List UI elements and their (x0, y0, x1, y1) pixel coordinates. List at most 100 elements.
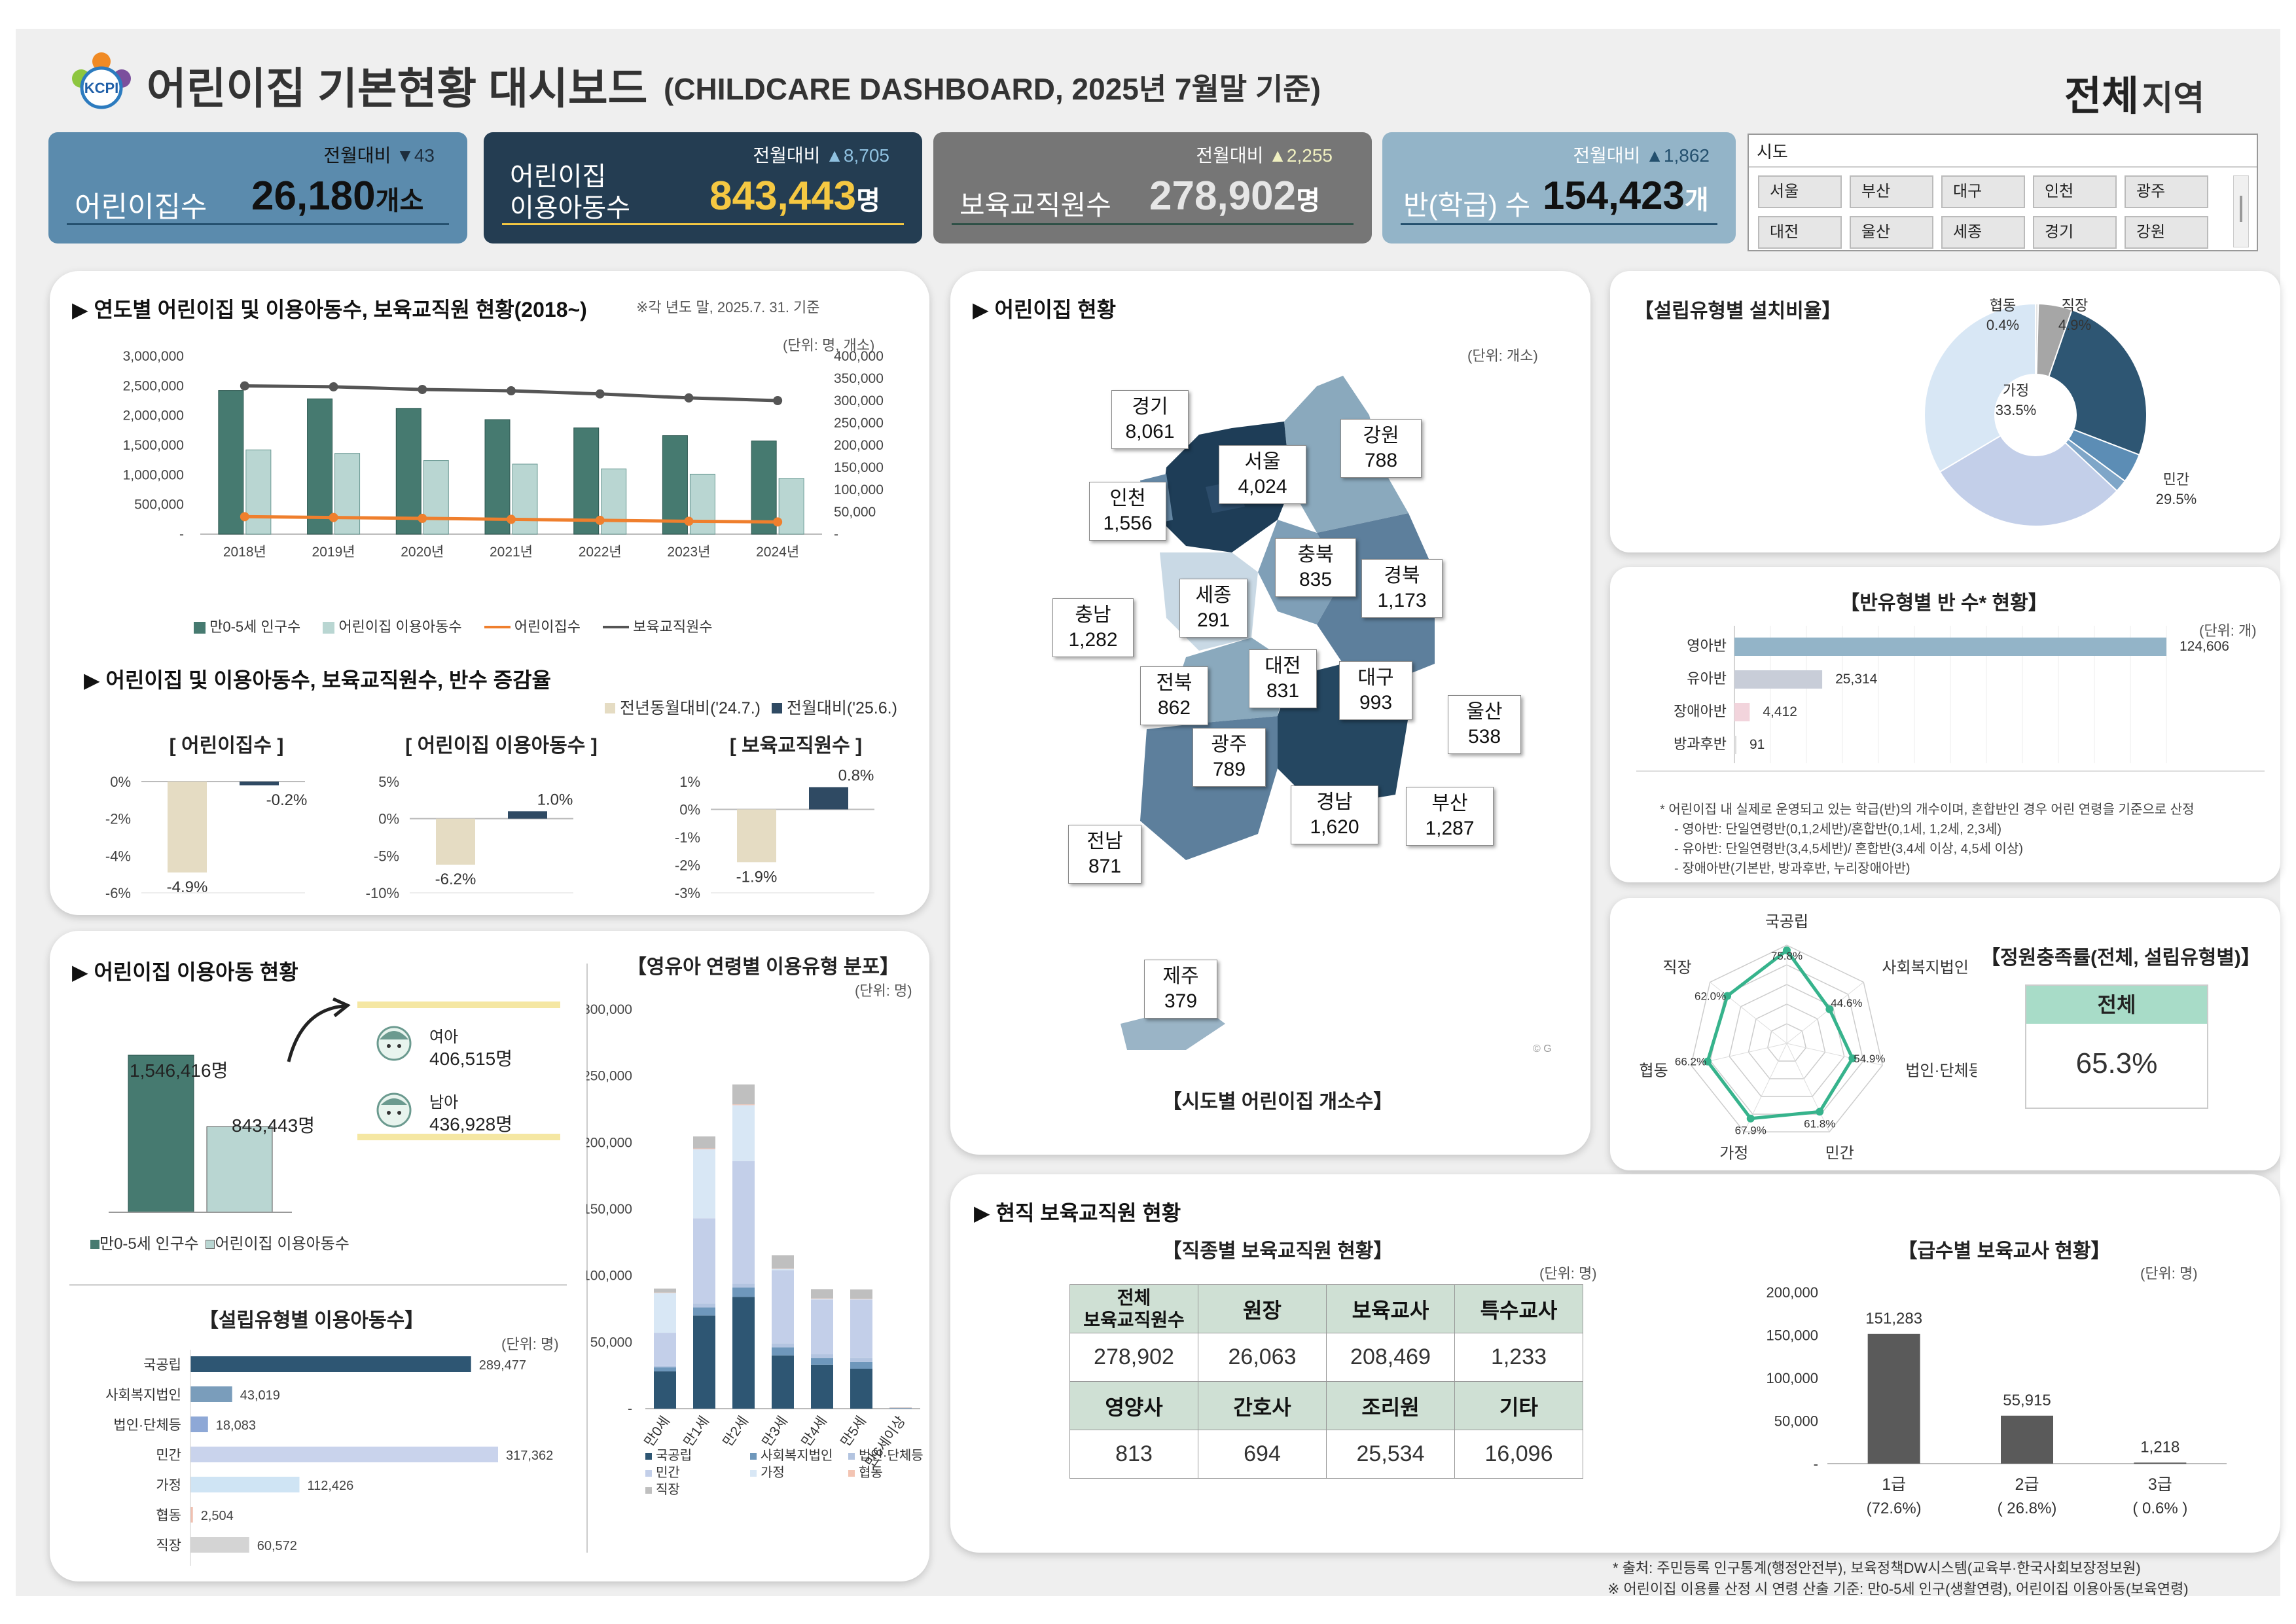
map-label-incheon: 인천 1,556 (1089, 482, 1166, 541)
map-label-sejong: 세종 291 (1179, 579, 1247, 638)
bar-children (601, 468, 627, 535)
x-tick-label: 만0세 (641, 1414, 673, 1449)
trend-card: ▶ 연도별 어린이집 및 이용아동수, 보육교직원 현황(2018~) ※각 년… (50, 271, 929, 915)
table-cell: 25,534 (1326, 1430, 1455, 1479)
logo: KCPI (65, 47, 137, 119)
stack-segment (732, 1104, 755, 1106)
map-label-jeonnam: 전남 871 (1068, 825, 1141, 884)
point-staff (240, 381, 249, 391)
bar-category-label: 민간 (156, 1448, 181, 1463)
legend-swatch (645, 1487, 652, 1494)
table-header: 영양사 (1069, 1381, 1198, 1430)
stack-segment (772, 1255, 794, 1269)
age-dist-unit: (단위: 명) (855, 983, 912, 999)
filter-option[interactable]: 대전 (1758, 216, 1842, 249)
y-tick-label: 300,000 (586, 1002, 632, 1017)
map-credit: © G (1533, 1043, 1552, 1055)
x-tick-label: 3급 (2148, 1475, 2172, 1494)
stack-segment (693, 1315, 715, 1409)
x-tick-label: 만4세 (798, 1414, 830, 1449)
change-label: -1.9% (736, 868, 778, 886)
trend-note: ※각 년도 말, 2025.7. 31. 기준 (636, 299, 820, 316)
y2-tick-label: 100,000 (834, 482, 884, 497)
pie-label: 국공립 (2196, 348, 2236, 365)
filter-option[interactable]: 서울 (1758, 175, 1842, 208)
radar-value-label: 62.0% (1695, 990, 1726, 1003)
filter-option[interactable]: 울산 (1850, 216, 1933, 249)
stack-segment (850, 1358, 872, 1362)
x-tick-label: 2022년 (579, 545, 622, 560)
filter-option[interactable]: 경기 (2033, 216, 2117, 249)
kpi-value: 278,902 (1149, 173, 1297, 219)
bar-population (128, 1055, 194, 1213)
bar-value-label: 112,426 (307, 1479, 353, 1493)
stack-segment (850, 1289, 872, 1299)
stack-segment (850, 1299, 872, 1300)
bar-value-label: 60,572 (257, 1539, 297, 1553)
bar-value-label: 317,362 (506, 1449, 553, 1463)
table-cell: 16,096 (1454, 1430, 1583, 1479)
legend-swatch (645, 1470, 652, 1477)
filter-option[interactable]: 인천 (2033, 175, 2117, 208)
bar-value-label: 25,314 (1835, 672, 1878, 687)
y-tick-label: 100,000 (586, 1269, 632, 1284)
kpi-label: 보육교직원수 (960, 190, 1111, 221)
bar-children (423, 460, 449, 535)
table-row: 278,902 26,063 208,469 1,233 (1069, 1333, 1583, 1382)
map-label-chungnam: 충남 1,282 (1052, 598, 1134, 657)
bar (2001, 1415, 2053, 1464)
legend-label: 가정 (761, 1465, 785, 1480)
kpi-centers: 전월대비 ▼43 어린이집수 26,180개소 (48, 132, 467, 244)
y-tick-label: 200,000 (586, 1135, 632, 1150)
point-staff (595, 389, 605, 399)
page-subtitle: (CHILDCARE DASHBOARD, 2025년 7월말 기준) (664, 72, 1321, 106)
filter-option[interactable]: 대구 (1941, 175, 2025, 208)
point-staff (507, 386, 516, 396)
staff-table: 전체 보육교직원수 원장 보육교사 특수교사 278,902 26,063 20… (1069, 1284, 1583, 1479)
x-tick-label: 2020년 (401, 545, 444, 560)
filter-option[interactable]: 광주 (2125, 175, 2208, 208)
y-tick-label: 250,000 (586, 1069, 632, 1084)
map-label-jeju: 제주 379 (1144, 960, 1217, 1019)
filter-option[interactable]: 강원 (2125, 216, 2208, 249)
bar-children (206, 1126, 273, 1213)
trend-title: ▶ 연도별 어린이집 및 이용아동수, 보육교직원 현황(2018~) (72, 298, 587, 321)
change-panel-title: [ 어린이집수 ] (169, 735, 284, 757)
radar-total-value: 65.3% (2075, 1047, 2158, 1079)
map-label-jeonbuk: 전북 862 (1140, 666, 1208, 725)
y-tick-label: 1,000,000 (123, 467, 184, 482)
bar-category-label: 장애아반 (1674, 703, 1727, 719)
change-panel-title: [ 보육교직원수 ] (729, 735, 863, 757)
kpi-delta: ▲2,255 (1268, 145, 1333, 166)
filter-option[interactable]: 부산 (1850, 175, 1933, 208)
y-tick-label: -2% (105, 811, 131, 827)
x-tick-label: 만5세 (838, 1414, 869, 1449)
filter-scrollbar[interactable] (2233, 175, 2249, 247)
radar-value-label: 61.8% (1804, 1117, 1835, 1130)
y-tick-label: -10% (366, 885, 399, 901)
kpi-unit: 명 (1296, 187, 1320, 215)
bar (1734, 670, 1823, 689)
legend-swatch (645, 1453, 652, 1460)
radar-point (1723, 992, 1732, 1000)
legend-label: 법인·단체등 (859, 1448, 924, 1463)
bar (1867, 1333, 1920, 1464)
x-sublabel: ( 26.8%) (1998, 1500, 2057, 1517)
radar-total-label: 전체 (2026, 986, 2207, 1024)
bar-value-label: 151,283 (1865, 1310, 1922, 1327)
change-bar (168, 782, 207, 873)
stack-segment (732, 1161, 755, 1284)
point-staff (329, 382, 338, 391)
table-header: 간호사 (1198, 1381, 1327, 1430)
usage-chart (109, 1055, 292, 1213)
radar-grid (1748, 1003, 1826, 1079)
filter-option[interactable]: 세종 (1941, 216, 2025, 249)
girl-label: 여아 (429, 1028, 459, 1046)
filter-title: 시도 (1757, 142, 1788, 162)
pie-label: 민간 (2163, 471, 2189, 488)
map-label-gyeongbuk: 경북 1,173 (1361, 559, 1443, 618)
class-notes: * 어린이집 내 실제로 운영되고 있는 학급(반)의 개수이며, 혼합반인 경… (1660, 803, 2195, 876)
legend-swatch (750, 1453, 757, 1460)
y-tick-label: 150,000 (586, 1202, 632, 1217)
legend-population: 만0-5세 인구수 (209, 619, 301, 635)
